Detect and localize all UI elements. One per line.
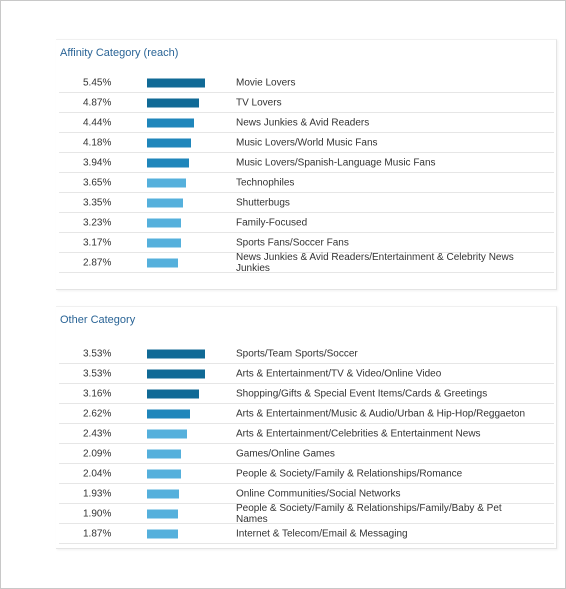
other-row: 1.90% People & Society/Family & Relations…	[59, 502, 554, 525]
affinity-row: 5.45% Movie Lovers	[59, 73, 554, 93]
affinity-reach-bar	[147, 78, 205, 87]
other-row: 3.53% Arts & Entertainment/TV & Video/Onl…	[59, 364, 554, 384]
affinity-percent: 5.45%	[83, 77, 112, 88]
affinity-label: Movie Lovers	[236, 77, 296, 88]
affinity-reach-bar	[147, 218, 181, 227]
affinity-label: Music Lovers/World Music Fans	[236, 137, 378, 148]
other-percent: 2.09%	[83, 448, 112, 459]
other-label: People & Society/Family & Relationships/…	[236, 502, 502, 525]
other-reach-bar	[147, 389, 199, 398]
other-row: 3.16% Shopping/Gifts & Special Event Item…	[59, 384, 554, 404]
other-percent: 2.43%	[83, 428, 112, 439]
other-row: 1.87% Internet & Telecom/Email & Messagin…	[59, 524, 554, 544]
other-label: Arts & Entertainment/Music & Audio/Urban…	[236, 408, 526, 419]
other-reach-bar	[147, 409, 190, 418]
other-percent: 1.87%	[83, 528, 112, 539]
affinity-category-table: 5.45% Movie Lovers 4.87% TV Lovers 4.44% News…	[59, 73, 554, 274]
affinity-reach-bar	[147, 198, 183, 207]
other-label: Online Communities/Social Networks	[236, 488, 401, 499]
affinity-row: 4.44% News Junkies & Avid Readers	[59, 113, 554, 133]
other-category-table: 3.53% Sports/Team Sports/Soccer 3.53% Arts …	[59, 344, 554, 544]
affinity-reach-bar	[147, 138, 191, 147]
affinity-row: 4.87% TV Lovers	[59, 93, 554, 113]
other-reach-bar	[147, 489, 179, 498]
affinity-label: TV Lovers	[236, 97, 282, 108]
affinity-percent: 3.17%	[83, 237, 112, 248]
affinity-row: 3.35% Shutterbugs	[59, 193, 554, 213]
affinity-percent: 4.87%	[83, 97, 112, 108]
affinity-label: Music Lovers/Spanish-Language Music Fans	[236, 157, 436, 168]
affinity-reach-bar	[147, 118, 194, 127]
other-label: Internet & Telecom/Email & Messaging	[236, 528, 408, 539]
affinity-category-title: Affinity Category (reach)	[60, 47, 179, 59]
affinity-row: 3.23% Family-Focused	[59, 213, 554, 233]
affinity-reach-bar	[147, 238, 181, 247]
affinity-label: Technophiles	[236, 177, 295, 188]
other-reach-bar	[147, 429, 187, 438]
affinity-percent: 4.18%	[83, 137, 112, 148]
other-percent: 1.90%	[83, 508, 112, 519]
other-label: Games/Online Games	[236, 448, 335, 459]
affinity-percent: 2.87%	[83, 257, 112, 268]
affinity-category-panel: Affinity Category (reach) 5.45% Movie Lov…	[56, 39, 557, 290]
other-row: 2.43% Arts & Entertainment/Celebrities & …	[59, 424, 554, 444]
other-percent: 3.53%	[83, 348, 112, 359]
other-reach-bar	[147, 509, 178, 518]
affinity-percent: 4.44%	[83, 117, 112, 128]
other-percent: 2.62%	[83, 408, 112, 419]
affinity-reach-bar	[147, 178, 186, 187]
other-category-panel: Other Category 3.53% Sports/Team Sports/S…	[56, 306, 557, 549]
other-percent: 2.04%	[83, 468, 112, 479]
affinity-row: 3.94% Music Lovers/Spanish-Language Music…	[59, 153, 554, 173]
other-label: Sports/Team Sports/Soccer	[236, 348, 358, 359]
other-row: 1.93% Online Communities/Social Networks	[59, 484, 554, 504]
affinity-label: Shutterbugs	[236, 197, 290, 208]
affinity-reach-bar	[147, 98, 199, 107]
other-row: 3.53% Sports/Team Sports/Soccer	[59, 344, 554, 364]
other-reach-bar	[147, 529, 178, 538]
other-percent: 3.53%	[83, 368, 112, 379]
other-reach-bar	[147, 349, 205, 358]
other-reach-bar	[147, 369, 205, 378]
affinity-percent: 3.23%	[83, 217, 112, 228]
other-label: Arts & Entertainment/Celebrities & Enter…	[236, 428, 481, 439]
affinity-reach-bar	[147, 158, 189, 167]
other-percent: 1.93%	[83, 488, 112, 499]
affinity-reach-bar	[147, 258, 178, 267]
affinity-label: News Junkies & Avid Readers/Entertainmen…	[236, 251, 514, 274]
affinity-percent: 3.94%	[83, 157, 112, 168]
affinity-percent: 3.65%	[83, 177, 112, 188]
affinity-row: 4.18% Music Lovers/World Music Fans	[59, 133, 554, 153]
other-row: 2.62% Arts & Entertainment/Music & Audio/…	[59, 404, 554, 424]
affinity-row: 2.87% News Junkies & Avid Readers/Enterta…	[59, 251, 554, 274]
affinity-label: Family-Focused	[236, 217, 308, 228]
affinity-label: Sports Fans/Soccer Fans	[236, 237, 349, 248]
other-label: Arts & Entertainment/TV & Video/Online V…	[236, 368, 442, 379]
other-reach-bar	[147, 469, 181, 478]
affinity-row: 3.17% Sports Fans/Soccer Fans	[59, 233, 554, 253]
affinity-percent: 3.35%	[83, 197, 112, 208]
other-label: People & Society/Family & Relationships/…	[236, 468, 463, 479]
other-label: Shopping/Gifts & Special Event Items/Car…	[236, 388, 488, 399]
affinity-row: 3.65% Technophiles	[59, 173, 554, 193]
other-category-title: Other Category	[60, 314, 136, 326]
other-row: 2.04% People & Society/Family & Relations…	[59, 464, 554, 484]
other-percent: 3.16%	[83, 388, 112, 399]
other-row: 2.09% Games/Online Games	[59, 444, 554, 464]
other-reach-bar	[147, 449, 181, 458]
affinity-label: News Junkies & Avid Readers	[236, 117, 370, 128]
